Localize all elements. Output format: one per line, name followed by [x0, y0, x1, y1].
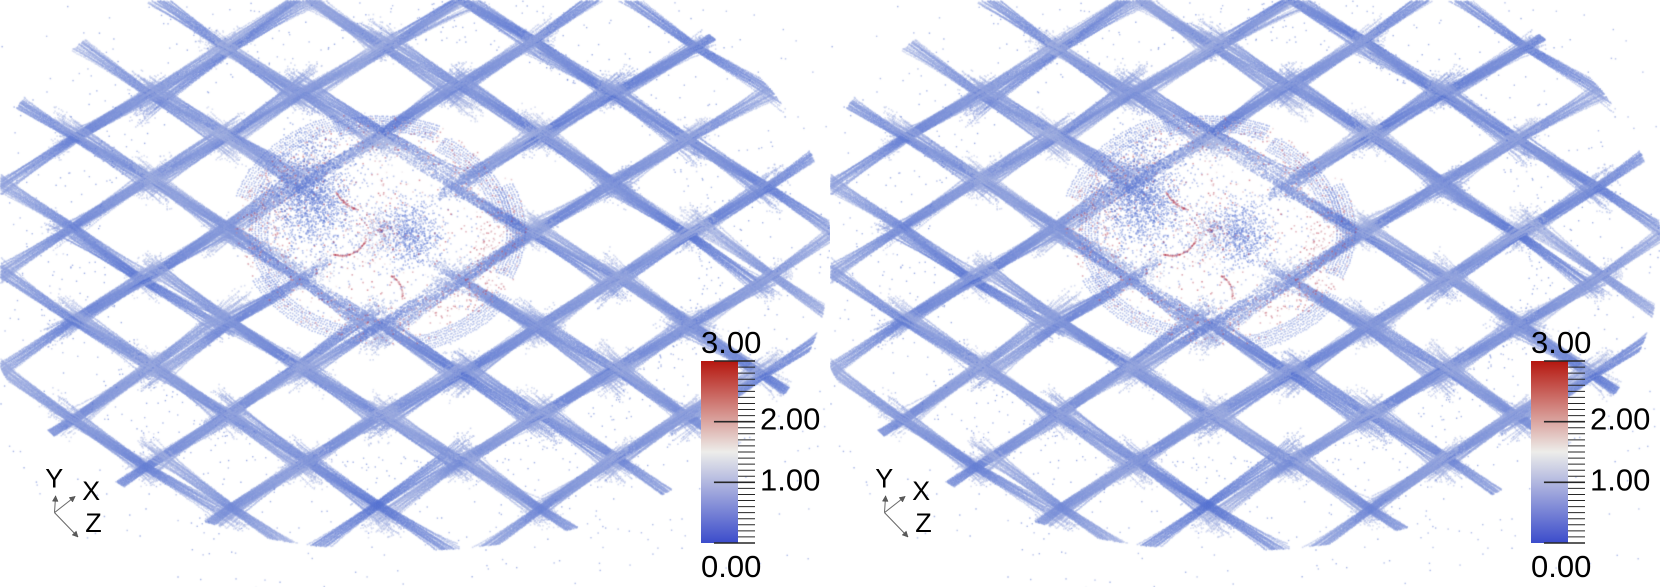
svg-text:2.00: 2.00 [1590, 402, 1650, 437]
svg-text:Z: Z [85, 508, 102, 538]
svg-text:X: X [912, 476, 930, 506]
svg-text:3.00: 3.00 [1531, 325, 1591, 360]
svg-text:Z: Z [915, 508, 932, 538]
svg-text:0.00: 0.00 [701, 549, 761, 584]
svg-text:1.00: 1.00 [1590, 462, 1650, 497]
svg-text:3.00: 3.00 [701, 325, 761, 360]
svg-text:X: X [82, 476, 100, 506]
svg-text:Y: Y [45, 464, 63, 494]
svg-text:2.00: 2.00 [760, 402, 820, 437]
svg-text:0.00: 0.00 [1531, 549, 1591, 584]
svg-text:Y: Y [875, 464, 893, 494]
svg-text:1.00: 1.00 [760, 462, 820, 497]
